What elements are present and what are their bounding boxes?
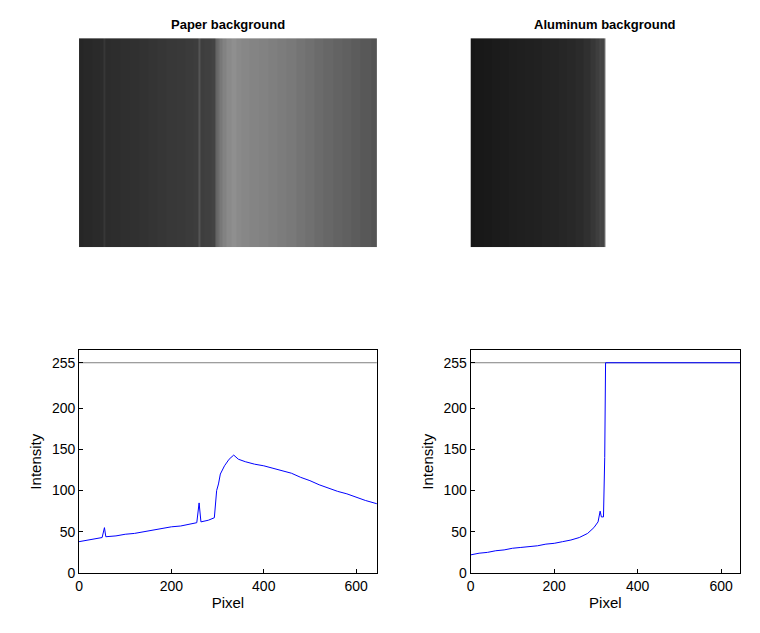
svg-text:600: 600 [344,578,368,594]
svg-text:Intensity: Intensity [419,433,436,489]
svg-text:200: 200 [52,400,76,416]
svg-text:200: 200 [444,400,468,416]
svg-text:0: 0 [467,578,475,594]
svg-text:Aluminum background: Aluminum background [534,17,676,32]
svg-text:100: 100 [52,482,76,498]
svg-text:Pixel: Pixel [589,594,622,611]
svg-text:200: 200 [160,578,184,594]
svg-text:255: 255 [52,355,76,371]
svg-text:0: 0 [459,565,467,581]
svg-text:100: 100 [444,482,468,498]
svg-text:0: 0 [67,565,75,581]
svg-text:200: 200 [543,578,567,594]
svg-text:Paper background: Paper background [171,17,285,32]
svg-text:Intensity: Intensity [27,433,44,489]
svg-text:150: 150 [444,441,468,457]
svg-text:0: 0 [75,578,83,594]
svg-text:Pixel: Pixel [212,594,245,611]
svg-text:50: 50 [60,524,76,540]
svg-text:50: 50 [451,524,467,540]
svg-text:150: 150 [52,441,76,457]
svg-text:400: 400 [626,578,650,594]
svg-text:600: 600 [710,578,734,594]
svg-text:400: 400 [252,578,276,594]
svg-text:255: 255 [444,355,468,371]
